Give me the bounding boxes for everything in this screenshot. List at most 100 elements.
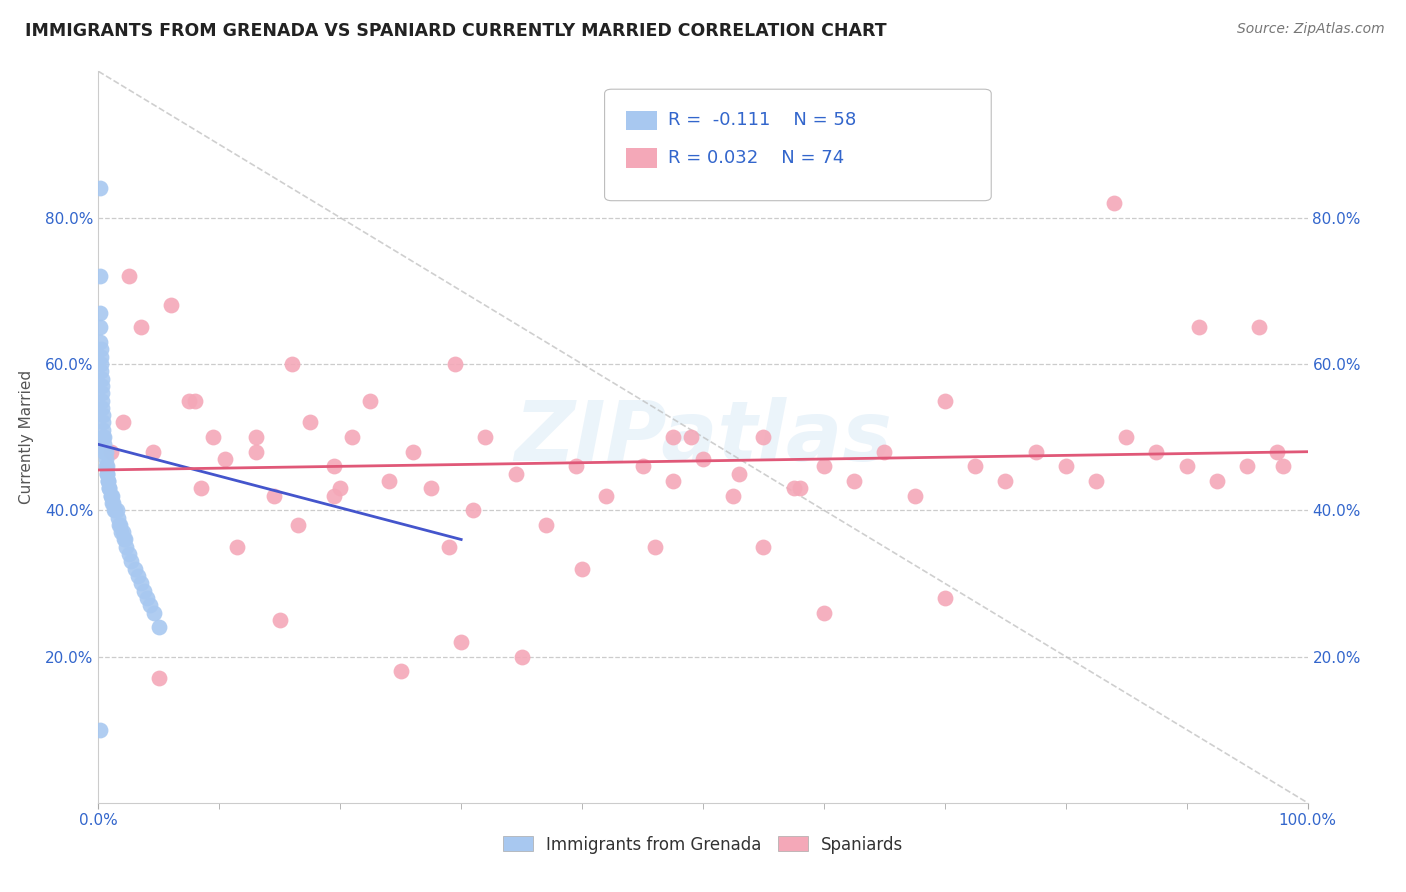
- Point: [97, 474, 120, 488]
- Point: [110, 525, 132, 540]
- Point: [91, 423, 114, 437]
- Point: [139, 599, 162, 613]
- Point: [91, 401, 114, 415]
- Point: [644, 540, 666, 554]
- Point: [89, 334, 111, 349]
- Point: [813, 459, 835, 474]
- Point: [98, 481, 121, 495]
- Point: [105, 503, 128, 517]
- Point: [100, 496, 122, 510]
- Point: [214, 452, 236, 467]
- Point: [752, 540, 775, 554]
- Point: [143, 606, 166, 620]
- Point: [1024, 444, 1046, 458]
- Point: [1188, 320, 1211, 334]
- Point: [752, 430, 775, 444]
- Point: [661, 474, 683, 488]
- Point: [108, 517, 131, 532]
- Point: [377, 474, 399, 488]
- Point: [91, 386, 114, 401]
- Point: [118, 269, 141, 284]
- Point: [93, 430, 115, 444]
- Point: [1102, 196, 1125, 211]
- Point: [287, 517, 309, 532]
- Point: [226, 540, 249, 554]
- Point: [1146, 444, 1168, 458]
- Point: [101, 496, 124, 510]
- Point: [91, 430, 114, 444]
- Point: [108, 517, 131, 532]
- Point: [190, 481, 212, 495]
- Point: [115, 540, 138, 554]
- Point: [437, 540, 460, 554]
- Point: [782, 481, 804, 495]
- Point: [96, 467, 118, 481]
- Point: [1249, 320, 1271, 334]
- Text: R =  -0.111    N = 58: R = -0.111 N = 58: [668, 112, 856, 129]
- Text: ZIPatlas: ZIPatlas: [515, 397, 891, 477]
- Point: [134, 583, 156, 598]
- Point: [135, 591, 157, 605]
- Point: [299, 416, 322, 430]
- Point: [661, 430, 683, 444]
- Point: [723, 489, 745, 503]
- Point: [245, 444, 267, 458]
- Point: [1085, 474, 1108, 488]
- Text: Source: ZipAtlas.com: Source: ZipAtlas.com: [1237, 22, 1385, 37]
- Point: [100, 489, 122, 503]
- Point: [90, 343, 112, 357]
- Point: [904, 489, 927, 503]
- Point: [934, 393, 956, 408]
- Point: [510, 649, 533, 664]
- Point: [1267, 444, 1289, 458]
- Point: [323, 459, 346, 474]
- Legend: Immigrants from Grenada, Spaniards: Immigrants from Grenada, Spaniards: [496, 829, 910, 860]
- Point: [269, 613, 291, 627]
- Point: [89, 723, 111, 737]
- Point: [90, 364, 112, 378]
- Point: [91, 371, 114, 385]
- Point: [728, 467, 751, 481]
- Point: [90, 357, 112, 371]
- Point: [934, 591, 956, 605]
- Text: IMMIGRANTS FROM GRENADA VS SPANIARD CURRENTLY MARRIED CORRELATION CHART: IMMIGRANTS FROM GRENADA VS SPANIARD CURR…: [25, 22, 887, 40]
- Point: [94, 459, 117, 474]
- Point: [420, 481, 443, 495]
- Point: [148, 672, 170, 686]
- Point: [679, 430, 702, 444]
- Point: [91, 379, 114, 393]
- Y-axis label: Currently Married: Currently Married: [18, 370, 34, 504]
- Point: [107, 510, 129, 524]
- Point: [100, 489, 122, 503]
- Point: [202, 430, 225, 444]
- Point: [89, 181, 111, 195]
- Point: [127, 569, 149, 583]
- Point: [389, 664, 412, 678]
- Point: [813, 606, 835, 620]
- Point: [111, 416, 134, 430]
- Point: [112, 533, 135, 547]
- Point: [114, 533, 136, 547]
- Point: [329, 481, 352, 495]
- Point: [342, 430, 364, 444]
- Point: [1115, 430, 1137, 444]
- Point: [402, 444, 425, 458]
- Point: [505, 467, 527, 481]
- Point: [789, 481, 811, 495]
- Point: [1272, 459, 1295, 474]
- Point: [444, 357, 467, 371]
- Point: [104, 503, 127, 517]
- Point: [118, 547, 141, 561]
- Point: [571, 562, 593, 576]
- Point: [91, 408, 114, 422]
- Point: [89, 320, 111, 334]
- Point: [97, 474, 120, 488]
- Point: [142, 444, 165, 458]
- Point: [323, 489, 346, 503]
- Point: [160, 298, 183, 312]
- Point: [994, 474, 1017, 488]
- Point: [94, 452, 117, 467]
- Point: [965, 459, 987, 474]
- Point: [631, 459, 654, 474]
- Point: [184, 393, 207, 408]
